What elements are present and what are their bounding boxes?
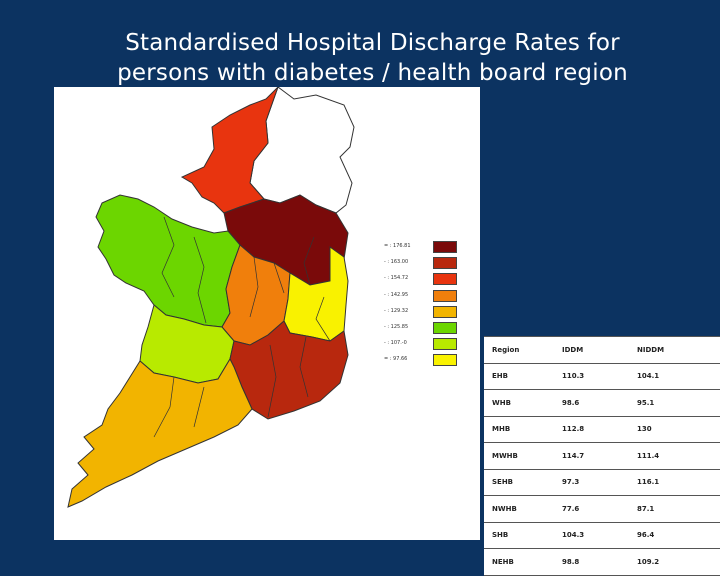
cell-region: NWHB (484, 495, 554, 523)
legend-label: = : 176.81 (384, 243, 411, 249)
cell-iddm: 98.6 (554, 389, 629, 417)
cell-region: SHB (484, 521, 554, 549)
cell-region: MWHB (484, 442, 554, 470)
legend-label: - : 125.85 (384, 323, 409, 330)
legend-label: - : 107.-0 (384, 340, 407, 347)
cell-iddm: 110.3 (554, 362, 629, 390)
cell-niddm: 109.2 (629, 548, 720, 576)
cell-iddm: 98.8 (554, 548, 629, 576)
legend-label: - : 154.72 (384, 275, 409, 282)
legend-label: - : 129.32 (384, 307, 409, 314)
county-borders (153, 216, 331, 438)
cell-region: WHB (484, 389, 554, 417)
table-header-row: Region IDDM NIDDM (484, 336, 720, 364)
table-row: NWHB 77.6 87.1 (484, 495, 720, 523)
legend-swatch (433, 321, 457, 334)
cell-region: EHB (484, 362, 554, 390)
page-title: Standardised Hospital Discharge Rates fo… (0, 28, 720, 88)
legend-item: = : 176.81 (384, 239, 460, 255)
map-legend: = : 176.81 - : 163.00 - : 154.72 - : 142.95… (384, 239, 460, 369)
legend-item: - : 154.72 (384, 271, 460, 287)
legend-item: - : 125.85 (384, 320, 460, 336)
header-region: Region (484, 336, 554, 364)
cell-region: NEHB (484, 548, 554, 576)
legend-label: - : 142.95 (384, 291, 409, 298)
cell-niddm: 95.1 (629, 389, 720, 417)
cell-iddm: 114.7 (554, 442, 629, 470)
legend-swatch (433, 289, 457, 302)
cell-niddm: 130 (629, 415, 720, 443)
legend-item: - : 107.-0 (384, 336, 460, 352)
cell-region: MHB (484, 415, 554, 443)
table-row: WHB 98.6 95.1 (484, 389, 720, 417)
cell-niddm: 111.4 (629, 442, 720, 470)
cell-niddm: 116.1 (629, 468, 720, 496)
table-row: EHB 110.3 104.1 (484, 362, 720, 390)
table-row: MWHB 114.7 111.4 (484, 442, 720, 470)
legend-swatch (433, 241, 457, 253)
cell-iddm: 97.3 (554, 468, 629, 496)
cell-iddm: 112.8 (554, 415, 629, 443)
legend-swatch (433, 305, 457, 318)
legend-swatch (433, 257, 457, 270)
region-south (67, 357, 253, 508)
title-line-1: Standardised Hospital Discharge Rates fo… (125, 30, 620, 56)
cell-niddm: 87.1 (629, 495, 720, 523)
region-west (95, 194, 241, 328)
header-iddm: IDDM (554, 336, 629, 364)
legend-item: = : 97.66 (384, 352, 460, 368)
cell-niddm: 96.4 (629, 521, 720, 549)
table-row: NEHB 98.8 109.2 (484, 548, 720, 576)
legend-item: - : 142.95 (384, 288, 460, 304)
table-row: MHB 112.8 130 (484, 415, 720, 443)
title-line-2: persons with diabetes / health board reg… (117, 60, 628, 86)
cell-niddm: 104.1 (629, 362, 720, 390)
legend-item: - : 163.00 (384, 255, 460, 271)
legend-swatch (433, 273, 457, 286)
table-row: SEHB 97.3 116.1 (484, 468, 720, 496)
legend-swatch (433, 354, 457, 367)
cell-region: SEHB (484, 468, 554, 496)
header-niddm: NIDDM (629, 336, 720, 364)
legend-label: - : 163.00 (384, 259, 409, 266)
ireland-map (67, 87, 355, 508)
legend-label: = : 97.66 (384, 356, 408, 363)
cell-iddm: 77.6 (554, 495, 629, 523)
legend-item: - : 129.32 (384, 304, 460, 320)
legend-swatch (433, 338, 457, 351)
table-row: SHB 104.3 96.4 (484, 521, 720, 549)
cell-iddm: 104.3 (554, 521, 629, 549)
map-panel: = : 176.81 - : 163.00 - : 154.72 - : 142.95… (54, 87, 480, 540)
